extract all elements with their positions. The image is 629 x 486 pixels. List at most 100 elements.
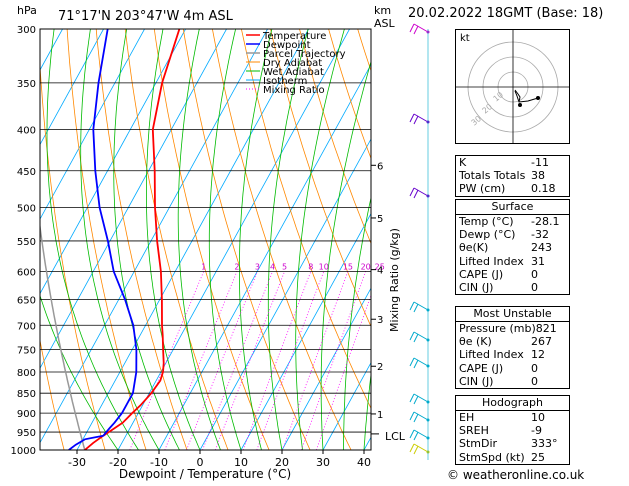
hs-row-sreh: SREH -9: [459, 424, 542, 438]
isotherm-line: [40, 29, 104, 146]
wind-barb-flag: [409, 411, 415, 421]
x-axis-label: Dewpoint / Temperature (°C): [119, 467, 291, 481]
pressure-tick-label: 450: [17, 167, 36, 178]
mu-row-cin: CIN (J) 0: [459, 374, 538, 388]
mixing-ratio-label: 4: [270, 262, 275, 271]
wind-barb-flag: [413, 333, 419, 343]
mixing-ratio-label: 3: [255, 262, 260, 271]
temperature-tick-label: -10: [150, 456, 168, 469]
km-tick-label: 1: [377, 410, 383, 421]
wind-barb-flag: [413, 445, 419, 455]
hodograph-plot: kt 10 20 30: [456, 30, 569, 143]
temperature-tick-label: 10: [234, 456, 248, 469]
isotherm-line: [40, 29, 145, 220]
most-unstable-box: Most Unstable Pressure (mb) 821 θe (K) 267…: [455, 306, 570, 389]
datetime-header: 20.02.2022 18GMT (Base: 18): [408, 6, 604, 21]
temperature-tick-label: 20: [275, 456, 289, 469]
index-row-k: K -11: [459, 156, 549, 169]
isotherm-line: [281, 287, 371, 450]
wind-barb-flag: [413, 359, 419, 369]
wet-adiabat-line: [363, 371, 371, 450]
hodo-trace-lower: [514, 89, 521, 103]
wind-barb-flag: [413, 303, 419, 313]
surface-row-li: Lifted Index 31: [459, 254, 545, 268]
mixing-ratio-label: 10: [319, 262, 329, 271]
credit-text: © weatheronline.co.uk: [447, 468, 585, 482]
legend-label-wet-adiabat: Wet Adiabat: [263, 67, 324, 78]
legend-label-dewpoint: Dewpoint: [263, 40, 311, 51]
pressure-tick-label: 1000: [11, 446, 36, 457]
pressure-tick-label: 600: [17, 267, 36, 278]
dewpoint-line: [68, 29, 138, 450]
mixing-ratio-line: [202, 271, 273, 450]
index-row-pw: PW (cm) 0.18: [459, 182, 556, 196]
wind-barb-shaft: [413, 113, 429, 123]
dry-adiabat-line: [561, 29, 629, 450]
wind-barbs: [409, 23, 430, 460]
hodo-ring-label-30: 30: [470, 114, 484, 127]
isotherm-line: [40, 29, 268, 444]
unit-left: hPa: [17, 4, 37, 17]
hs-row-stmdir: StmDir 333°: [459, 437, 558, 451]
isotherm-line: [40, 29, 227, 370]
wind-barb-flag: [413, 413, 419, 423]
wet-adiabat-line: [46, 29, 139, 450]
wind-barb-flag: [409, 429, 415, 439]
hodograph-panel: kt 10 20 30: [455, 29, 570, 144]
wind-barb-flag: [413, 189, 419, 199]
wind-barb-shaft: [413, 187, 429, 197]
hs-row-eh: EH 10: [459, 411, 545, 424]
most-unstable-title: Most Unstable: [473, 307, 552, 320]
mu-row-thetae: θe (K) 267: [459, 335, 552, 349]
wind-barb-flag: [413, 431, 419, 441]
legend-label-mixing-ratio: Mixing Ratio: [263, 85, 325, 96]
surface-title: Surface: [491, 200, 534, 213]
pressure-tick-label: 900: [17, 409, 36, 420]
mixing-ratio-label: 8: [308, 262, 313, 271]
mixing-ratio-axis-label: Mixing Ratio (g/kg): [388, 228, 401, 332]
legend-label-temperature: Temperature: [262, 31, 326, 42]
pressure-tick-label: 400: [17, 126, 36, 137]
hodo-end-point: [536, 96, 540, 100]
pressure-tick-label: 350: [17, 79, 36, 90]
wind-barb-flag: [413, 25, 419, 35]
legend-label-isotherm: Isotherm: [263, 76, 307, 87]
mixing-ratio-line: [315, 294, 371, 450]
surface-row-dewp: Dewp (°C) -32: [459, 228, 549, 242]
pressure-tick-label: 850: [17, 389, 36, 400]
mixing-ratio-labels: 1 2 3 4 5 8 10 15 20 25: [201, 262, 385, 271]
pressure-tick-label: 550: [17, 237, 36, 248]
isotherm-line: [322, 361, 371, 450]
wet-adiabat-line: [80, 29, 160, 450]
isotherm-line: [117, 29, 350, 450]
parcel-trajectory-line: [40, 221, 86, 450]
wind-barb-flag: [409, 357, 415, 367]
pressure-tick-label: 800: [17, 368, 36, 379]
wind-barb-flag: [409, 187, 415, 197]
temperature-axis: -30 -20 -10 0 10 20 30 40: [68, 450, 371, 469]
wind-barb-flag: [413, 115, 419, 125]
plot-frame: [39, 28, 372, 451]
km-axis: 1 2 3 4 5 6: [371, 161, 383, 435]
mixing-ratio-line: [186, 271, 258, 450]
hs-row-stmspd: StmSpd (kt) 25: [459, 450, 545, 464]
dry-adiabat-line: [153, 29, 270, 450]
unit-right-top: km: [374, 4, 391, 17]
hodograph-stats-title: Hodograph: [482, 396, 543, 409]
dry-adiabat-line: [40, 338, 65, 450]
wet-adiabat-line: [320, 60, 371, 450]
isotherm-line: [240, 212, 371, 450]
km-tick-label: 4: [377, 266, 383, 277]
temperature-tick-label: -30: [68, 456, 86, 469]
temperature-tick-label: 0: [197, 456, 204, 469]
mixing-ratio-line: [164, 271, 238, 450]
wind-barb-shaft: [413, 429, 429, 439]
km-tick-label: 6: [377, 161, 383, 172]
temperature-tick-label: 40: [357, 456, 371, 469]
lcl-label: LCL: [385, 430, 406, 443]
mixing-ratio-line: [301, 271, 367, 450]
dry-adiabat-line: [590, 29, 629, 450]
dry-adiabat-line: [124, 29, 229, 450]
hodo-unit-label: kt: [460, 33, 470, 44]
